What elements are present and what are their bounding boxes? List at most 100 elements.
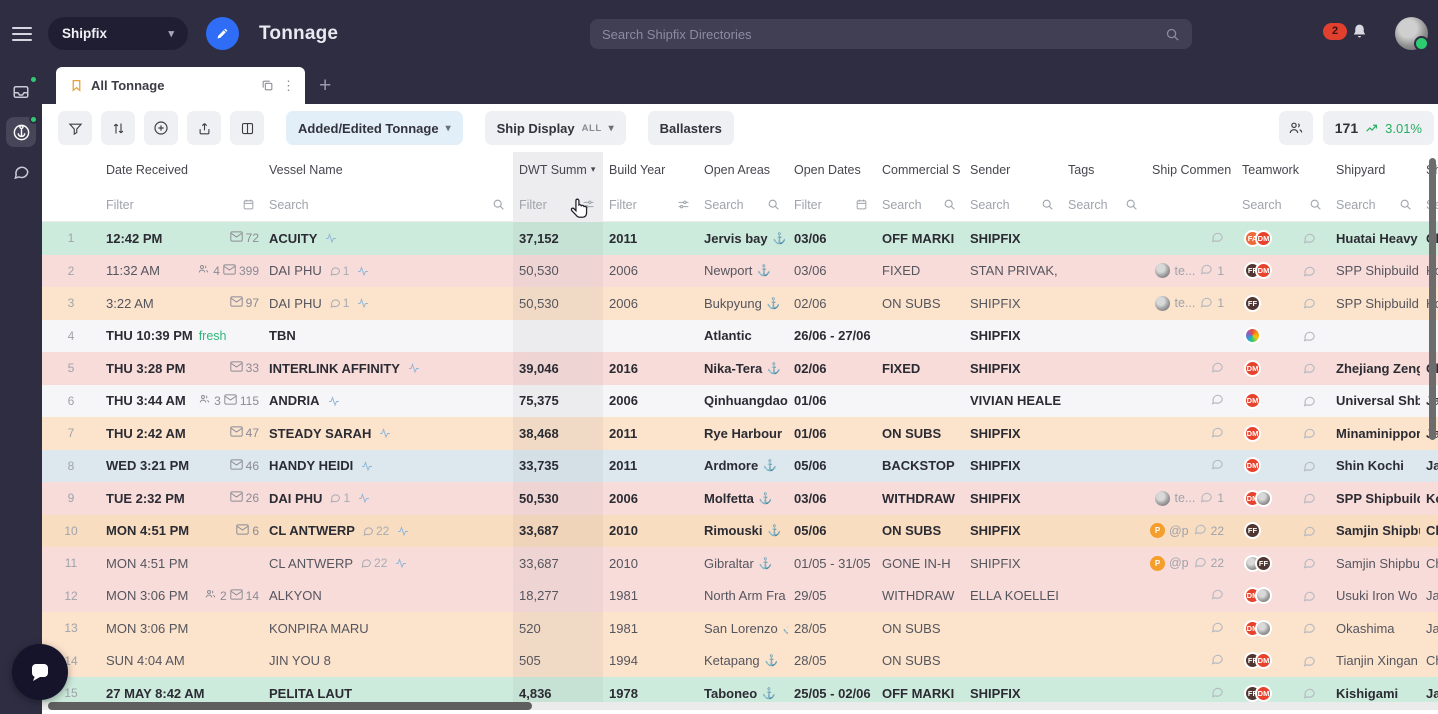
horizontal-scrollbar[interactable] <box>48 702 532 710</box>
activity-pulse-icon[interactable] <box>356 297 370 309</box>
teamwork-chat-icon[interactable] <box>1302 459 1316 473</box>
notifications[interactable]: 2 <box>1323 22 1368 40</box>
calendar-icon[interactable] <box>242 198 255 211</box>
teamwork-chat-icon[interactable] <box>1302 231 1316 245</box>
vessel-chat-count[interactable]: 22 <box>360 556 387 570</box>
search-icon[interactable] <box>492 198 505 211</box>
comment-icon[interactable] <box>1199 295 1213 312</box>
teamwork-chat-icon[interactable] <box>1302 556 1316 570</box>
column-filter-vessel[interactable]: Search <box>263 187 513 222</box>
comment-icon[interactable] <box>1199 490 1213 507</box>
table-row[interactable]: 4THU 10:39 PMfreshTBNAtlantic26/06 - 27/… <box>42 320 1438 353</box>
tab-all-tonnage[interactable]: All Tonnage ⋮ <box>56 67 305 104</box>
activity-pulse-icon[interactable] <box>357 492 371 504</box>
teamwork-chat-icon[interactable] <box>1302 621 1316 635</box>
table-row[interactable]: 13MON 3:06 PMKONPIRA MARU5201981San Lore… <box>42 612 1438 645</box>
support-chat-widget[interactable] <box>12 644 68 700</box>
vessel-chat-count[interactable]: 1 <box>329 264 350 278</box>
column-filter-area[interactable]: Search <box>698 187 788 222</box>
add-comment-icon[interactable] <box>1210 360 1224 377</box>
export-button[interactable] <box>187 111 221 145</box>
table-row[interactable]: 211:32 AM4399DAI PHU150,5302006Newport⚓0… <box>42 255 1438 288</box>
search-icon[interactable] <box>1041 198 1054 211</box>
column-filter-date[interactable]: Filter <box>100 187 263 222</box>
teamwork-chat-icon[interactable] <box>1302 426 1316 440</box>
teamwork-chat-icon[interactable] <box>1302 264 1316 278</box>
comment-icon[interactable] <box>1193 522 1207 539</box>
column-header-date[interactable]: Date Received <box>100 152 263 187</box>
activity-pulse-icon[interactable] <box>378 427 392 439</box>
teamwork-chat-icon[interactable] <box>1302 654 1316 668</box>
column-filter-status[interactable]: Search <box>876 187 964 222</box>
comment-icon[interactable] <box>1193 555 1207 572</box>
search-icon[interactable] <box>943 198 956 211</box>
tab-menu-icon[interactable]: ⋮ <box>282 81 295 91</box>
column-filter-sender[interactable]: Search <box>964 187 1062 222</box>
table-row[interactable]: 9TUE 2:32 PM26DAI PHU150,5302006Molfetta… <box>42 482 1438 515</box>
activity-pulse-icon[interactable] <box>394 557 408 569</box>
add-comment-icon[interactable] <box>1210 425 1224 442</box>
column-header-dwt[interactable]: DWT Summ▾ <box>513 152 603 187</box>
columns-button[interactable] <box>230 111 264 145</box>
table-row[interactable]: 5THU 3:28 PM33INTERLINK AFFINITY39,04620… <box>42 352 1438 385</box>
column-header-shipyard[interactable]: Shipyard <box>1330 152 1420 187</box>
duplicate-icon[interactable] <box>261 79 274 92</box>
teamwork-chat-icon[interactable] <box>1302 491 1316 505</box>
compose-button[interactable] <box>206 17 239 50</box>
add-comment-icon[interactable] <box>1210 620 1224 637</box>
add-comment-icon[interactable] <box>1210 457 1224 474</box>
search-icon[interactable] <box>1125 198 1138 211</box>
teamwork-chat-icon[interactable] <box>1302 361 1316 375</box>
teamwork-chat-icon[interactable] <box>1302 394 1316 408</box>
ship-display-dropdown[interactable]: Ship Display ALL ▾ <box>485 111 626 145</box>
column-header-shipcomm[interactable]: Ship Commen <box>1146 152 1236 187</box>
add-comment-icon[interactable] <box>1210 587 1224 604</box>
column-filter-shipyard[interactable]: Search <box>1330 187 1420 222</box>
table-row[interactable]: 10MON 4:51 PM6CL ANTWERP2233,6872010Rimo… <box>42 515 1438 548</box>
activity-pulse-icon[interactable] <box>324 232 338 244</box>
table-row[interactable]: 12MON 3:06 PM214ALKYON18,2771981North Ar… <box>42 580 1438 613</box>
column-filter-dates[interactable]: Filter <box>788 187 876 222</box>
column-filter-dwt[interactable]: Filter <box>513 187 603 222</box>
sort-button[interactable] <box>101 111 135 145</box>
sidebar-item-tonnage[interactable] <box>6 117 36 147</box>
column-filter-build[interactable]: Filter <box>603 187 698 222</box>
column-filter-team[interactable]: Search <box>1236 187 1330 222</box>
sidebar-item-chat[interactable] <box>6 157 36 187</box>
teamwork-chat-icon[interactable] <box>1302 524 1316 538</box>
vessel-chat-count[interactable]: 22 <box>362 524 389 538</box>
filter-button[interactable] <box>58 111 92 145</box>
sliders-icon[interactable] <box>677 198 690 211</box>
column-header-build[interactable]: Build Year <box>603 152 698 187</box>
table-row[interactable]: 7THU 2:42 AM47STEADY SARAH38,4682011Rye … <box>42 417 1438 450</box>
workspace-selector[interactable]: Shipfix ▾ <box>48 17 188 50</box>
add-tonnage-button[interactable] <box>144 111 178 145</box>
global-search-input[interactable]: Search Shipfix Directories <box>590 19 1192 49</box>
calendar-icon[interactable] <box>855 198 868 211</box>
added-edited-tonnage-dropdown[interactable]: Added/Edited Tonnage ▾ <box>286 111 463 145</box>
collaborators-button[interactable] <box>1279 111 1313 145</box>
column-header-team[interactable]: Teamwork <box>1236 152 1330 187</box>
user-avatar[interactable] <box>1395 17 1428 50</box>
vessel-chat-count[interactable]: 1 <box>329 296 350 310</box>
vessel-chat-count[interactable]: 1 <box>329 491 350 505</box>
activity-pulse-icon[interactable] <box>360 460 374 472</box>
search-icon[interactable] <box>767 198 780 211</box>
column-header-sender[interactable]: Sender <box>964 152 1062 187</box>
sidebar-item-inbox[interactable] <box>6 77 36 107</box>
column-header-status[interactable]: Commercial S <box>876 152 964 187</box>
activity-pulse-icon[interactable] <box>356 265 370 277</box>
column-filter-tags[interactable]: Search <box>1062 187 1146 222</box>
teamwork-chat-icon[interactable] <box>1302 329 1316 343</box>
add-comment-icon[interactable] <box>1210 652 1224 669</box>
table-row[interactable]: 6THU 3:44 AM3115ANDRIA75,3752006Qinhuang… <box>42 385 1438 418</box>
column-header-tags[interactable]: Tags <box>1062 152 1146 187</box>
search-icon[interactable] <box>1309 198 1322 211</box>
column-header-dates[interactable]: Open Dates <box>788 152 876 187</box>
activity-pulse-icon[interactable] <box>407 362 421 374</box>
teamwork-chat-icon[interactable] <box>1302 296 1316 310</box>
teamwork-chat-icon[interactable] <box>1302 589 1316 603</box>
comment-icon[interactable] <box>1199 262 1213 279</box>
add-comment-icon[interactable] <box>1210 230 1224 247</box>
ballasters-button[interactable]: Ballasters <box>648 111 734 145</box>
